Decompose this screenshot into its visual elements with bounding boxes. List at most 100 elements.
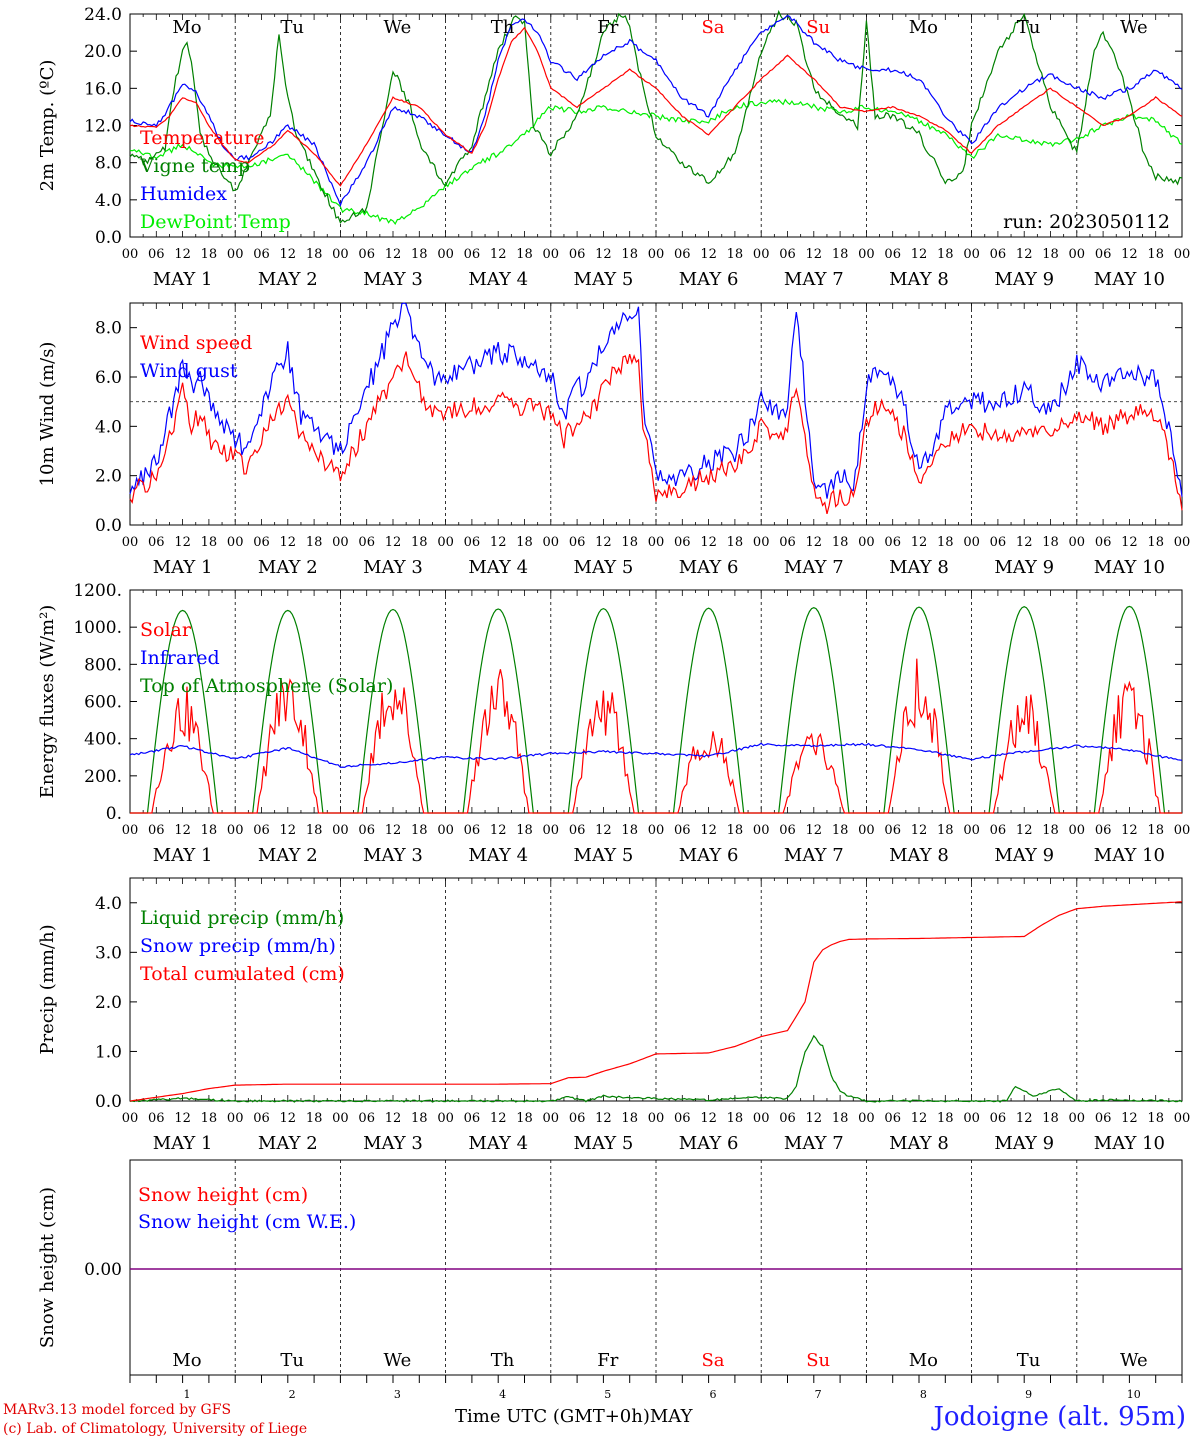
vigne-temp-line (129, 9, 1183, 224)
day-number-label: 5 (604, 1388, 611, 1401)
y-tick-label: 600. (84, 693, 122, 713)
hour-tick-label: 12 (700, 823, 717, 838)
hour-tick-label: 12 (280, 247, 297, 262)
hour-tick-label: 00 (543, 535, 560, 550)
hour-tick-label: 12 (806, 247, 823, 262)
legend-entry: Top of Atmosphere (Solar) (140, 675, 393, 697)
hour-tick-label: 06 (464, 247, 481, 262)
hour-tick-label: 00 (753, 535, 770, 550)
y-tick-label: 4.0 (95, 894, 122, 914)
day-label: Tu (1017, 17, 1041, 38)
hour-tick-label: 06 (990, 247, 1007, 262)
hour-tick-label: 18 (201, 247, 218, 262)
hour-tick-label: 00 (437, 247, 454, 262)
day-number-label: 8 (920, 1388, 927, 1401)
humidex-line (129, 14, 1183, 207)
hour-tick-label: 12 (280, 823, 297, 838)
date-label: MAY 7 (784, 557, 844, 578)
model-credit: MARv3.13 model forced by GFS (3, 1402, 232, 1418)
day-label: We (1120, 17, 1148, 38)
y-axis-label-4: Precip (mm/h) (37, 924, 58, 1054)
hour-tick-label: 18 (306, 535, 323, 550)
hour-tick-label: 18 (832, 247, 849, 262)
hour-tick-label: 12 (1016, 1111, 1033, 1126)
hour-tick-label: 00 (543, 247, 560, 262)
hour-tick-label: 18 (306, 1111, 323, 1126)
day-number-label: 4 (499, 1388, 506, 1401)
legend-entry: Vigne temp (139, 155, 250, 177)
day-label: We (384, 1350, 412, 1371)
hour-tick-label: 18 (516, 823, 533, 838)
hour-tick-label: 12 (1121, 1111, 1138, 1126)
y-tick-label: 3.0 (95, 943, 122, 963)
date-label: MAY 9 (994, 269, 1054, 290)
legend-entry: Wind speed (140, 332, 252, 354)
hour-tick-label: 06 (884, 535, 901, 550)
hour-tick-label: 00 (332, 535, 349, 550)
hour-tick-label: 00 (437, 1111, 454, 1126)
y-axis-label-1: 2m Temp. (ºC) (37, 60, 58, 192)
hour-tick-label: 12 (806, 823, 823, 838)
hour-tick-label: 18 (201, 1111, 218, 1126)
hour-tick-label: 18 (516, 1111, 533, 1126)
hour-tick-label: 12 (1121, 247, 1138, 262)
hour-tick-label: 06 (674, 1111, 691, 1126)
hour-tick-label: 12 (700, 535, 717, 550)
hour-tick-label: 00 (1069, 823, 1086, 838)
y-tick-label: 8.0 (95, 154, 122, 174)
hour-tick-label: 06 (464, 1111, 481, 1126)
hour-tick-label: 18 (306, 247, 323, 262)
y-tick-label: 800. (84, 655, 122, 675)
liquid-precip-line (129, 1034, 1183, 1103)
hour-tick-label: 00 (858, 535, 875, 550)
hour-tick-label: 06 (674, 535, 691, 550)
hour-tick-label: 12 (595, 247, 612, 262)
date-label: MAY 9 (994, 557, 1054, 578)
hour-tick-label: 12 (385, 1111, 402, 1126)
date-label: MAY 6 (679, 845, 739, 866)
hour-tick-label: 12 (911, 823, 928, 838)
hour-tick-label: 12 (174, 535, 191, 550)
day-number-label: 7 (815, 1388, 822, 1401)
day-label: Mo (172, 17, 201, 38)
hour-tick-label: 12 (490, 1111, 507, 1126)
date-label: MAY 8 (889, 845, 949, 866)
hour-tick-label: 12 (1016, 823, 1033, 838)
run-label: run: 2023050112 (1003, 211, 1170, 233)
date-label: MAY 8 (889, 1133, 949, 1154)
date-label: MAY 6 (679, 557, 739, 578)
date-label: MAY 1 (153, 269, 213, 290)
hour-tick-label: 06 (1095, 1111, 1112, 1126)
date-label: MAY 10 (1094, 269, 1165, 290)
hour-tick-label: 18 (1147, 1111, 1164, 1126)
hour-tick-label: 00 (1069, 247, 1086, 262)
y-tick-label: 1.0 (95, 1042, 122, 1062)
hour-tick-label: 18 (306, 823, 323, 838)
date-label: MAY 1 (153, 845, 213, 866)
hour-tick-label: 12 (806, 1111, 823, 1126)
day-label: Su (806, 1350, 830, 1371)
station-name: Jodoigne (alt. 95m) (933, 1402, 1186, 1432)
hour-tick-label: 12 (490, 247, 507, 262)
date-label: MAY 4 (468, 269, 528, 290)
date-label: MAY 2 (258, 1133, 318, 1154)
y-tick-label: 400. (84, 730, 122, 750)
hour-tick-label: 06 (148, 1111, 165, 1126)
y-tick-label: 1200. (73, 581, 122, 601)
hour-tick-label: 12 (385, 823, 402, 838)
hour-tick-label: 06 (148, 535, 165, 550)
day-label: Mo (909, 17, 938, 38)
day-label: Tu (280, 17, 304, 38)
hour-tick-label: 18 (727, 1111, 744, 1126)
date-label: MAY 2 (258, 269, 318, 290)
hour-tick-label: 06 (779, 247, 796, 262)
y-tick-label: 6.0 (95, 368, 122, 388)
hour-tick-label: 12 (385, 535, 402, 550)
hour-tick-label: 06 (569, 247, 586, 262)
day-label: Tu (1017, 1350, 1041, 1371)
date-label: MAY 2 (258, 845, 318, 866)
hour-tick-label: 18 (937, 823, 954, 838)
day-label: Mo (172, 1350, 201, 1371)
hour-tick-label: 12 (700, 247, 717, 262)
hour-tick-label: 00 (227, 247, 244, 262)
